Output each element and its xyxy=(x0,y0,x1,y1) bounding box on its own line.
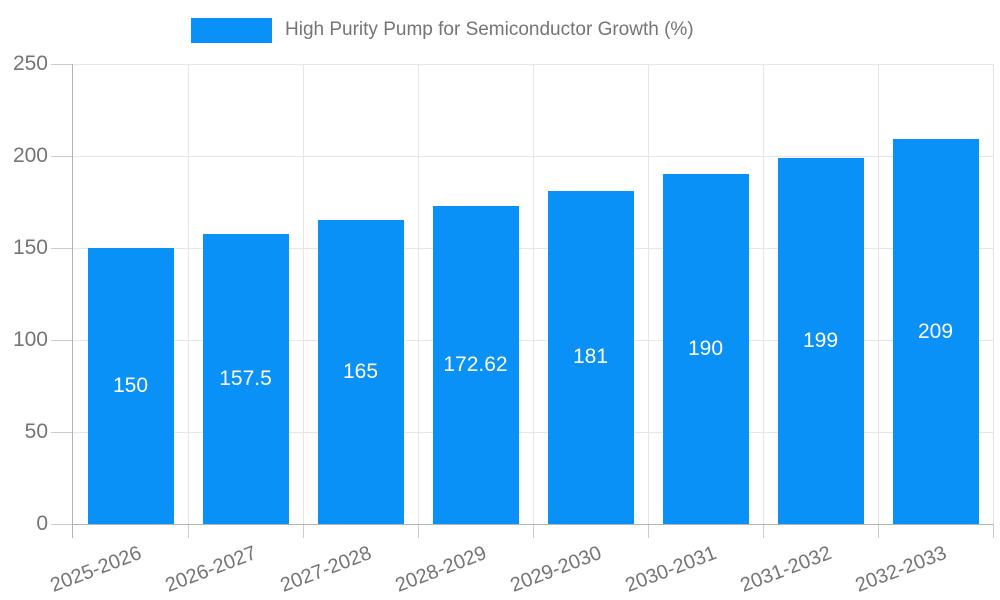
y-tick-label: 0 xyxy=(36,512,48,535)
v-gridline xyxy=(533,64,534,524)
x-tick-label: 2032-2033 xyxy=(852,542,950,597)
legend-swatch xyxy=(191,17,272,43)
bar-value-label: 199 xyxy=(802,328,839,352)
legend-label: High Purity Pump for Semiconductor Growt… xyxy=(285,19,694,40)
v-gridline xyxy=(303,64,304,524)
bar-value-label: 181 xyxy=(572,345,609,369)
bar[interactable]: 150 xyxy=(87,248,174,524)
x-tick-label: 2027-2028 xyxy=(277,542,375,597)
v-gridline xyxy=(648,64,649,524)
bar-value-label: 150 xyxy=(112,374,149,397)
bar-value-label: 190 xyxy=(687,337,724,361)
bar-value-label: 172.62 xyxy=(443,353,508,377)
y-tick-label: 150 xyxy=(12,236,48,259)
x-tick-mark xyxy=(763,524,764,538)
y-tick-mark xyxy=(51,524,73,525)
y-tick-mark xyxy=(51,64,73,65)
bar[interactable]: 190 xyxy=(662,174,749,524)
x-tick-mark xyxy=(188,524,189,538)
y-tick-label: 100 xyxy=(12,328,48,351)
plot-area: 150 2025-2026 157.5 2026-2027 165 2027-2028 17… xyxy=(47,64,994,597)
y-tick-label: 50 xyxy=(24,420,48,443)
y-tick-mark xyxy=(51,432,73,433)
bar[interactable]: 199 xyxy=(777,157,864,524)
x-tick-mark xyxy=(418,524,419,538)
x-tick-mark xyxy=(303,524,304,538)
y-tick-mark xyxy=(51,248,73,249)
v-gridline xyxy=(763,64,764,524)
y-tick-mark xyxy=(51,156,73,157)
x-tick-mark xyxy=(648,524,649,538)
x-axis-line xyxy=(72,524,993,525)
x-tick-label: 2026-2027 xyxy=(162,542,260,597)
x-tick-mark xyxy=(878,524,879,538)
bar-value-label: 157.5 xyxy=(219,367,272,391)
y-axis-line xyxy=(72,64,73,538)
x-tick-label: 2025-2026 xyxy=(47,542,145,597)
x-tick-label: 2029-2030 xyxy=(507,542,605,597)
bar[interactable]: 172.62 xyxy=(432,206,519,524)
x-tick-label: 2030-2031 xyxy=(622,542,720,597)
x-tick-mark xyxy=(993,524,994,538)
chart-legend: High Purity Pump for Semiconductor Growt… xyxy=(191,17,694,43)
bar[interactable]: 165 xyxy=(317,220,404,524)
bar[interactable]: 181 xyxy=(547,190,634,524)
bar[interactable]: 209 xyxy=(892,139,979,524)
v-gridline xyxy=(878,64,879,524)
x-tick-label: 2031-2032 xyxy=(737,542,835,597)
x-tick-mark xyxy=(533,524,534,538)
v-gridline xyxy=(418,64,419,524)
bar-value-label: 165 xyxy=(342,360,379,384)
y-tick-label: 200 xyxy=(12,144,48,167)
x-tick-label: 2028-2029 xyxy=(392,542,490,597)
bar[interactable]: 157.5 xyxy=(202,234,289,524)
v-gridline xyxy=(993,64,994,524)
y-tick-label: 250 xyxy=(12,52,48,75)
bar-value-label: 209 xyxy=(917,319,954,343)
y-tick-mark xyxy=(51,340,73,341)
v-gridline xyxy=(188,64,189,524)
